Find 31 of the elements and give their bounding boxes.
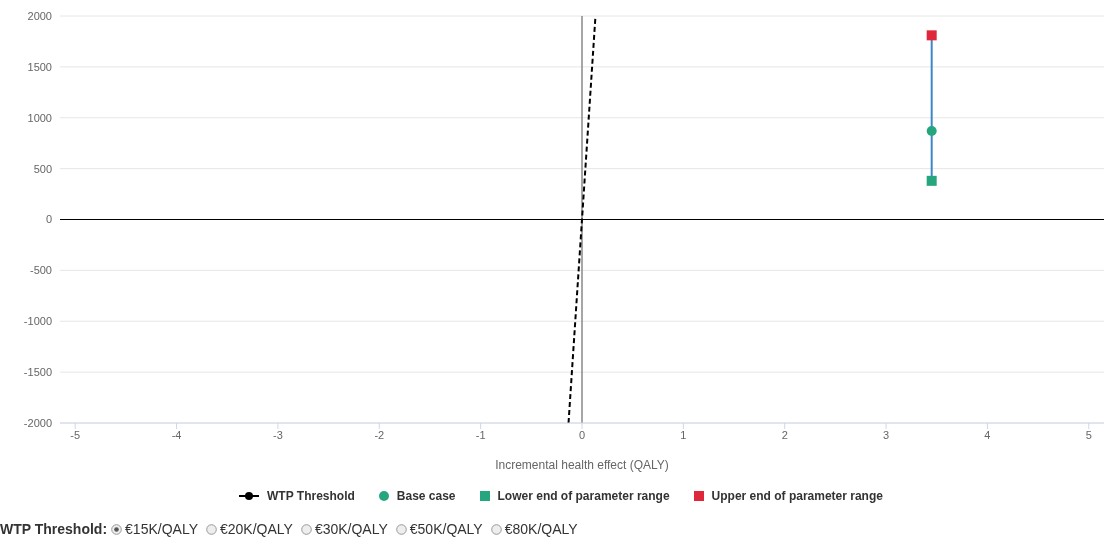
x-tick-label: -4 xyxy=(171,428,182,441)
text: €50K/QALY xyxy=(409,521,483,537)
y-tick-label: -1500 xyxy=(23,366,52,379)
x-tick-label: -1 xyxy=(475,428,486,441)
y-tick-label: 0 xyxy=(45,213,52,226)
x-tick-label: -3 xyxy=(273,428,283,441)
x-tick-label: -2 xyxy=(374,428,385,441)
y-tick-label: -2000 xyxy=(23,416,52,429)
legend-label: Lower end of parameter range xyxy=(497,489,670,503)
legend-label: WTP Threshold xyxy=(267,489,355,503)
x-tick-label: 2 xyxy=(781,428,788,441)
y-tick-label: 2000 xyxy=(27,9,52,22)
x-tick-label: 4 xyxy=(984,428,991,441)
y-tick-label: 500 xyxy=(33,162,52,175)
y-tick-label: -500 xyxy=(29,264,52,277)
x-tick-label: -5 xyxy=(70,428,81,441)
y-tick-label: 1500 xyxy=(27,60,52,73)
text: €15K/QALY xyxy=(125,521,198,537)
x-axis-title: Incremental health effect (QALY) xyxy=(495,458,669,472)
y-tick-label: -1000 xyxy=(23,315,52,328)
y-tick-label: 1000 xyxy=(27,111,52,124)
text: WTP Threshold: xyxy=(0,521,108,537)
x-tick-label: 5 xyxy=(1085,428,1092,441)
text: €20K/QALY xyxy=(219,521,293,537)
x-tick-label: 1 xyxy=(680,428,687,441)
text: €80K/QALY xyxy=(504,521,578,537)
x-tick-label: 3 xyxy=(883,428,890,441)
legend-label: Upper end of parameter range xyxy=(711,489,883,503)
legend-label: Base case xyxy=(396,489,456,503)
text: €30K/QALY xyxy=(314,521,388,537)
x-tick-label: 0 xyxy=(578,428,586,441)
